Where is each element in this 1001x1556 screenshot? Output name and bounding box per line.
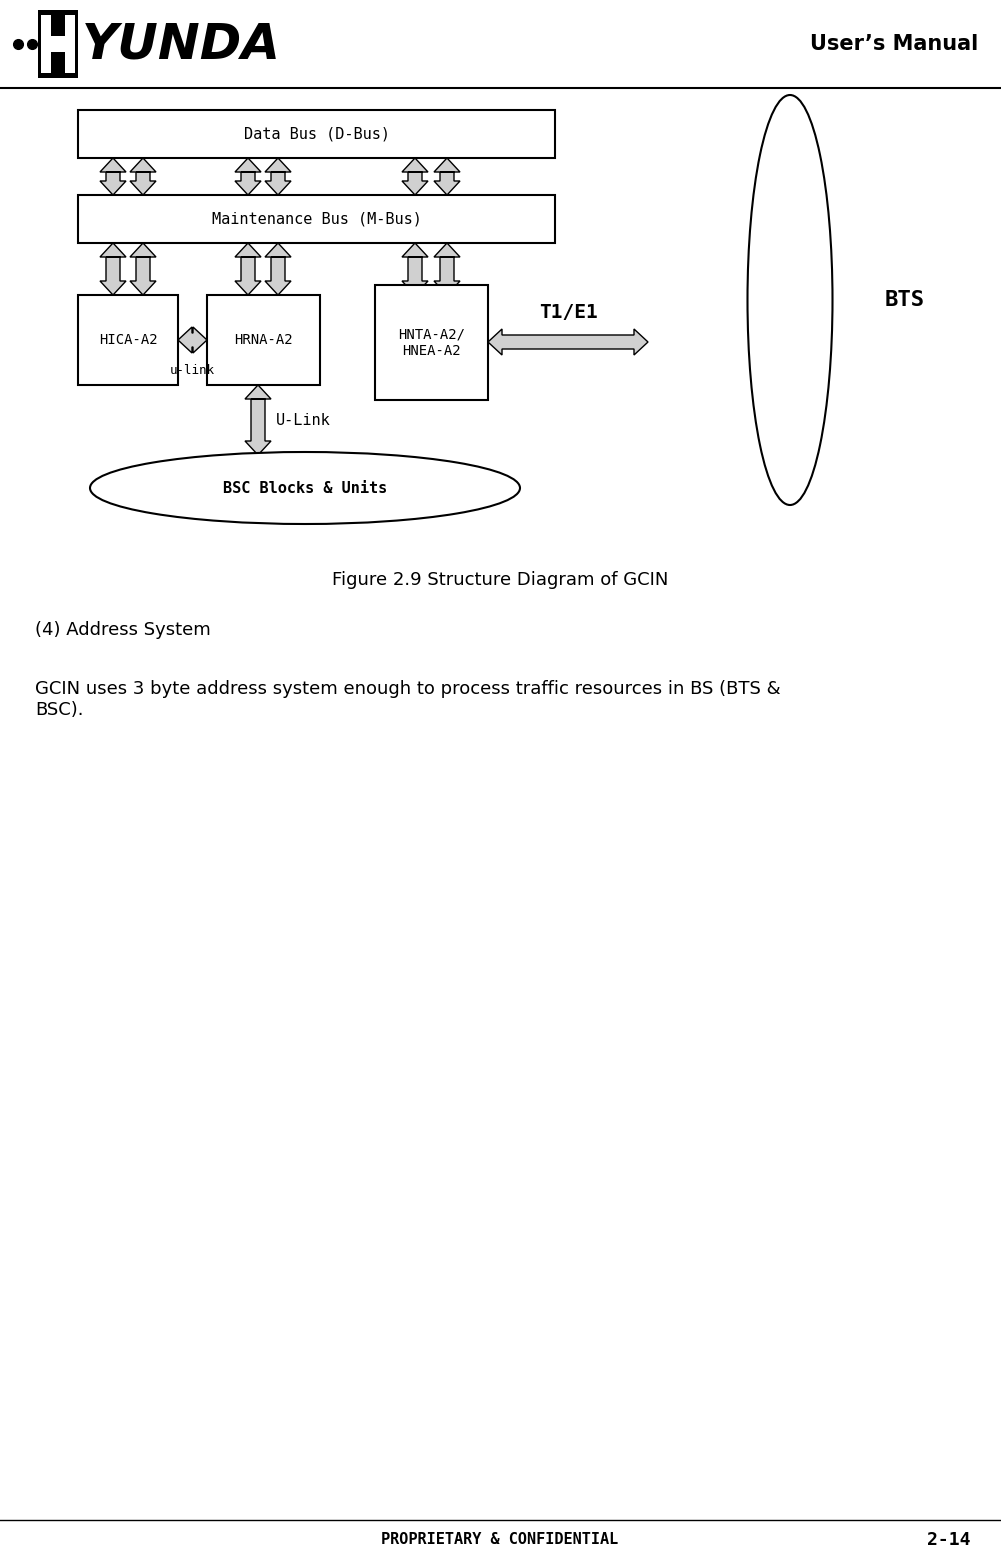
Text: U-Link: U-Link — [276, 412, 330, 428]
Text: (4) Address System: (4) Address System — [35, 621, 211, 640]
Polygon shape — [235, 159, 261, 194]
Polygon shape — [434, 159, 460, 194]
Bar — [41, 16, 51, 73]
Polygon shape — [434, 243, 460, 296]
Bar — [41, 36, 75, 51]
Polygon shape — [100, 159, 126, 194]
Text: User’s Manual: User’s Manual — [810, 34, 978, 54]
Polygon shape — [265, 243, 291, 296]
Polygon shape — [130, 159, 156, 194]
Bar — [65, 16, 75, 73]
Ellipse shape — [748, 95, 833, 506]
Text: 2-14: 2-14 — [927, 1531, 970, 1550]
Text: T1/E1: T1/E1 — [539, 302, 598, 322]
Bar — [78, 296, 178, 384]
Text: PROPRIETARY & CONFIDENTIAL: PROPRIETARY & CONFIDENTIAL — [381, 1533, 619, 1548]
Bar — [78, 194, 555, 243]
Text: BSC Blocks & Units: BSC Blocks & Units — [223, 481, 387, 495]
Bar — [207, 296, 320, 384]
Text: Data Bus (D-Bus): Data Bus (D-Bus) — [243, 126, 389, 142]
Ellipse shape — [90, 451, 520, 524]
Polygon shape — [402, 159, 428, 194]
Polygon shape — [245, 384, 271, 454]
Text: Maintenance Bus (M-Bus): Maintenance Bus (M-Bus) — [211, 212, 421, 227]
Text: HRNA-A2: HRNA-A2 — [234, 333, 293, 347]
Polygon shape — [488, 328, 648, 355]
Text: BTS: BTS — [885, 289, 925, 310]
Text: Figure 2.9 Structure Diagram of GCIN: Figure 2.9 Structure Diagram of GCIN — [331, 571, 669, 590]
Bar — [375, 285, 488, 400]
Text: u-link: u-link — [170, 364, 215, 377]
Bar — [38, 9, 78, 78]
Polygon shape — [402, 243, 428, 296]
Text: GCIN uses 3 byte address system enough to process traffic resources in BS (BTS &: GCIN uses 3 byte address system enough t… — [35, 680, 781, 719]
Polygon shape — [178, 327, 207, 353]
Polygon shape — [100, 243, 126, 296]
Text: HNTA-A2/
HNEA-A2: HNTA-A2/ HNEA-A2 — [398, 327, 465, 358]
Polygon shape — [265, 159, 291, 194]
Polygon shape — [130, 243, 156, 296]
Text: YUNDA: YUNDA — [82, 20, 281, 68]
Text: HICA-A2: HICA-A2 — [99, 333, 157, 347]
Polygon shape — [235, 243, 261, 296]
Bar — [78, 110, 555, 159]
